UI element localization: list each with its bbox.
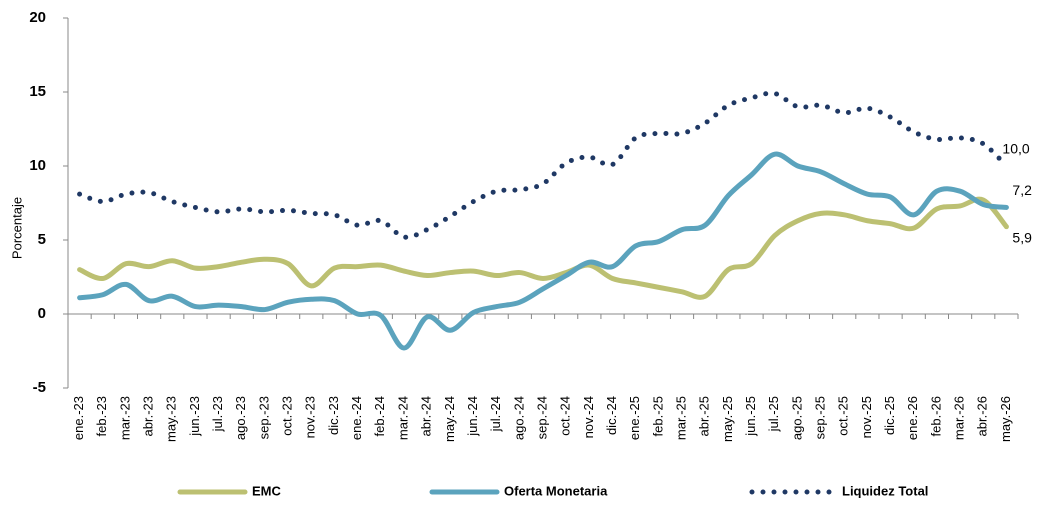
x-tick-label: mar.-23 bbox=[117, 396, 132, 440]
series-line bbox=[77, 151, 1009, 351]
x-tick-label: jun.-23 bbox=[187, 396, 202, 437]
x-tick-label: ene.-26 bbox=[905, 396, 920, 440]
x-tick-label: abr.-25 bbox=[697, 396, 712, 436]
data-label: 5,9 bbox=[1012, 229, 1032, 245]
x-tick-label: nov.-23 bbox=[303, 396, 318, 438]
x-tick-label: may.-23 bbox=[164, 396, 179, 442]
x-tick-label: may.-25 bbox=[720, 396, 735, 442]
y-tick-label: 0 bbox=[38, 305, 46, 322]
x-tick-label: jul.-24 bbox=[488, 396, 503, 432]
x-tick-label: ene.-23 bbox=[71, 396, 86, 440]
series-line bbox=[77, 90, 1009, 240]
y-tick-label: -5 bbox=[33, 379, 46, 396]
y-tick-label: 20 bbox=[29, 9, 46, 26]
legend-label: Oferta Monetaria bbox=[504, 483, 608, 498]
x-tick-label: nov.-24 bbox=[581, 396, 596, 438]
x-tick-label: sep.-24 bbox=[534, 396, 549, 439]
legend-label: EMC bbox=[252, 483, 282, 498]
x-tick-label: jun.-24 bbox=[465, 396, 480, 437]
x-tick-label: ene.-25 bbox=[627, 396, 642, 440]
y-tick-label: 10 bbox=[29, 157, 46, 174]
x-tick-label: mar.-26 bbox=[952, 396, 967, 440]
series-line bbox=[77, 196, 1009, 300]
x-tick-label: feb.-24 bbox=[372, 396, 387, 436]
x-tick-label: oct.-24 bbox=[558, 396, 573, 436]
x-tick-label: dic.-23 bbox=[326, 396, 341, 435]
x-tick-label: ago.-23 bbox=[233, 396, 248, 440]
y-tick-label: 5 bbox=[38, 231, 46, 248]
data-label: 7,2 bbox=[1012, 182, 1032, 198]
x-tick-label: feb.-25 bbox=[650, 396, 665, 436]
legend-label: Liquidez Total bbox=[842, 483, 928, 498]
y-axis-title: Porcentaje bbox=[9, 197, 24, 259]
x-tick-label: nov.-25 bbox=[859, 396, 874, 438]
x-tick-label: dic.-25 bbox=[882, 396, 897, 435]
x-tick-label: ago.-24 bbox=[511, 396, 526, 440]
x-tick-label: may.-24 bbox=[442, 396, 457, 442]
data-label: 10,0 bbox=[1002, 141, 1029, 157]
x-tick-label: abr.-23 bbox=[141, 396, 156, 436]
x-tick-label: mar.-24 bbox=[395, 396, 410, 440]
x-tick-label: jul.-25 bbox=[766, 396, 781, 432]
y-tick-label: 15 bbox=[29, 83, 46, 100]
x-tick-label: feb.-23 bbox=[94, 396, 109, 436]
x-tick-label: jun.-25 bbox=[743, 396, 758, 437]
x-tick-label: mar.-25 bbox=[673, 396, 688, 440]
x-tick-label: may.-26 bbox=[998, 396, 1013, 442]
x-tick-label: dic.-24 bbox=[604, 396, 619, 435]
x-tick-label: oct.-25 bbox=[836, 396, 851, 436]
x-tick-label: abr.-26 bbox=[975, 396, 990, 436]
x-tick-label: ago.-25 bbox=[789, 396, 804, 440]
x-tick-label: sep.-25 bbox=[812, 396, 827, 439]
x-tick-label: jul.-23 bbox=[210, 396, 225, 432]
x-tick-label: oct.-23 bbox=[280, 396, 295, 436]
x-tick-label: sep.-23 bbox=[256, 396, 271, 439]
x-tick-label: abr.-24 bbox=[419, 396, 434, 436]
x-tick-label: feb.-26 bbox=[928, 396, 943, 436]
x-tick-label: ene.-24 bbox=[349, 396, 364, 440]
